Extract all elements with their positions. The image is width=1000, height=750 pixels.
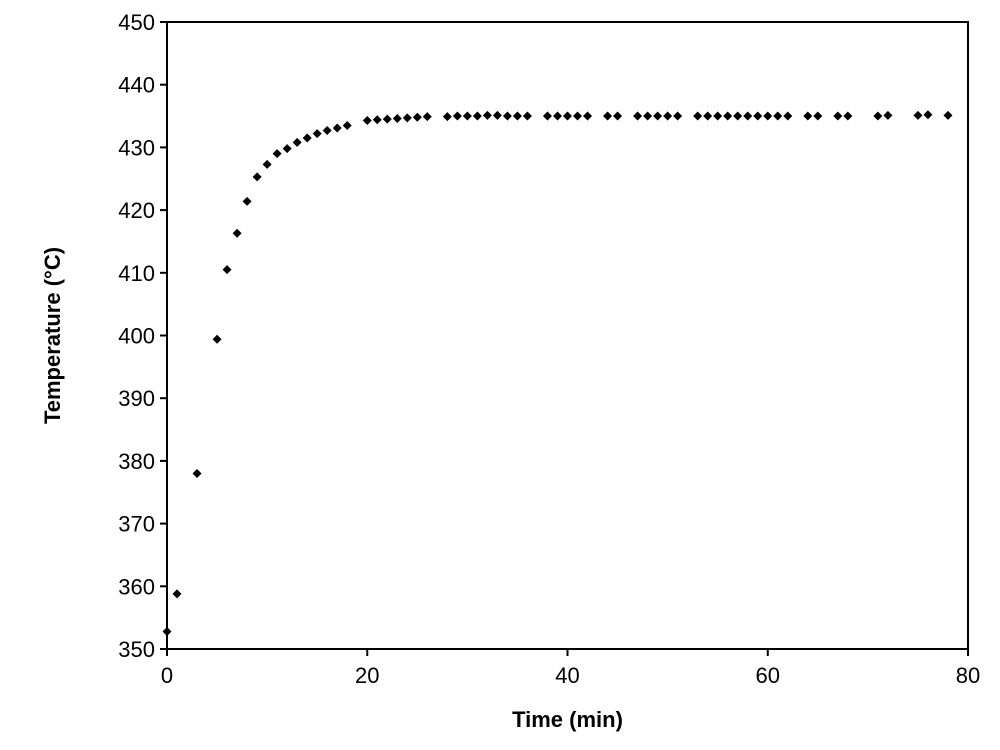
x-axis-title: Time (min): [512, 707, 623, 732]
y-tick-label: 370: [118, 512, 155, 537]
y-tick-label: 430: [118, 135, 155, 160]
data-point: [422, 112, 432, 122]
data-point: [633, 111, 643, 121]
data-point: [282, 144, 292, 154]
data-point: [272, 149, 282, 159]
x-tick-label: 20: [355, 663, 379, 688]
data-point: [563, 111, 572, 121]
y-tick-label: 420: [118, 198, 155, 223]
data-point: [242, 196, 252, 206]
data-point: [943, 110, 953, 120]
x-tick-label: 60: [756, 663, 780, 688]
data-point: [222, 265, 232, 275]
data-point: [783, 111, 793, 121]
data-point: [803, 111, 813, 121]
data-point: [913, 110, 923, 120]
y-tick-label: 390: [118, 386, 155, 411]
y-axis-title: Temperature (°C): [40, 247, 65, 424]
data-point: [643, 111, 653, 121]
data-point: [452, 111, 462, 121]
data-point: [402, 113, 412, 123]
x-tick-label: 80: [956, 663, 980, 688]
data-point: [262, 159, 272, 169]
data-point: [232, 228, 242, 238]
data-point: [703, 111, 713, 121]
data-point: [723, 111, 733, 121]
data-point: [923, 110, 933, 120]
data-point: [713, 111, 723, 121]
data-point: [332, 123, 342, 133]
data-point: [663, 111, 673, 121]
data-point: [312, 129, 322, 139]
data-point: [603, 111, 613, 121]
y-tick-label: 440: [118, 73, 155, 98]
data-point: [342, 120, 352, 130]
y-tick-label: 380: [118, 449, 155, 474]
data-point: [522, 111, 532, 121]
data-point: [843, 111, 853, 121]
data-point: [512, 111, 522, 121]
x-tick-label: 40: [555, 663, 579, 688]
data-point: [302, 133, 312, 143]
y-tick-label: 350: [118, 637, 155, 662]
data-point: [653, 111, 663, 121]
y-tick-label: 450: [118, 10, 155, 35]
data-point: [833, 111, 843, 121]
data-point: [192, 468, 202, 478]
data-point: [392, 114, 402, 124]
data-point: [673, 111, 683, 121]
data-points: [162, 110, 953, 636]
data-point: [773, 111, 783, 121]
data-point: [753, 111, 763, 121]
y-tick-label: 360: [118, 574, 155, 599]
data-point: [873, 111, 883, 121]
y-tick-label: 410: [118, 261, 155, 286]
data-point: [482, 110, 492, 120]
data-point: [462, 111, 472, 121]
data-point: [542, 111, 552, 121]
data-point: [573, 111, 583, 121]
data-point: [172, 589, 182, 599]
data-point: [322, 125, 332, 135]
data-point: [372, 115, 382, 125]
data-point: [883, 110, 893, 120]
data-point: [552, 111, 562, 121]
data-point: [743, 111, 753, 121]
y-tick-label: 400: [118, 324, 155, 349]
data-point: [813, 111, 823, 121]
data-point: [252, 172, 262, 182]
x-tick-label: 0: [161, 663, 173, 688]
data-point: [212, 334, 222, 344]
data-point: [583, 111, 593, 121]
data-point: [502, 111, 512, 121]
data-point: [362, 115, 372, 125]
data-point: [472, 111, 482, 121]
data-point: [292, 137, 302, 147]
data-point: [763, 111, 773, 121]
data-point: [442, 112, 452, 122]
data-point: [733, 111, 743, 121]
data-point: [412, 112, 422, 122]
data-point: [382, 114, 392, 124]
data-point: [492, 110, 502, 120]
data-point: [693, 111, 703, 121]
axis-ticks: 350 360 370 380 390 400 410 420 430 440 450 0 20 40 60…: [118, 10, 980, 688]
data-point: [613, 111, 623, 121]
